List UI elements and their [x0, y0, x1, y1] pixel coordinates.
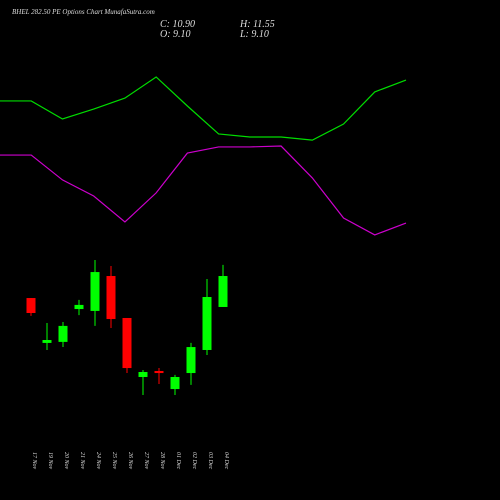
low-label: L: 9.10 [239, 29, 269, 40]
x-tick-label: 01 Dec [175, 452, 181, 469]
candle-body [74, 304, 84, 310]
candle-body [154, 370, 164, 374]
candle-body [202, 297, 212, 350]
candle-body [170, 376, 180, 390]
x-tick-label: 02 Dec [191, 452, 197, 469]
x-tick-label: 24 Nov [95, 452, 102, 470]
x-tick-label: 27 Nov [143, 452, 149, 470]
candle-body [106, 276, 116, 320]
indicator-line [0, 145, 407, 236]
x-tick-label: 20 Nov [63, 452, 69, 470]
candle-body [90, 272, 100, 311]
candle-body [26, 298, 36, 314]
x-tick-label: 25 Nov [111, 452, 117, 470]
x-tick-label: 26 Nov [127, 452, 133, 470]
candle-body [186, 347, 196, 374]
x-tick-label: 28 Nov [159, 452, 165, 470]
candle-body [218, 276, 228, 307]
close-label: C: 10.90 [160, 19, 195, 30]
chart-title: BHEL 282.50 PE Options Chart MunafaSutra… [12, 8, 155, 16]
x-tick-label: 03 Dec [207, 452, 213, 469]
candle-body [138, 372, 148, 377]
x-tick-label: 17 Nov [31, 452, 37, 470]
candle-body [58, 325, 68, 342]
candle-body [122, 317, 132, 369]
high-label: H: 11.55 [239, 19, 275, 30]
open-label: O: 9.10 [160, 29, 191, 40]
x-tick-label: 21 Nov [79, 452, 85, 470]
indicator-line [0, 76, 407, 141]
candle-body [42, 340, 52, 343]
x-tick-label: 19 Nov [47, 452, 53, 470]
x-tick-label: 04 Dec [223, 452, 230, 469]
